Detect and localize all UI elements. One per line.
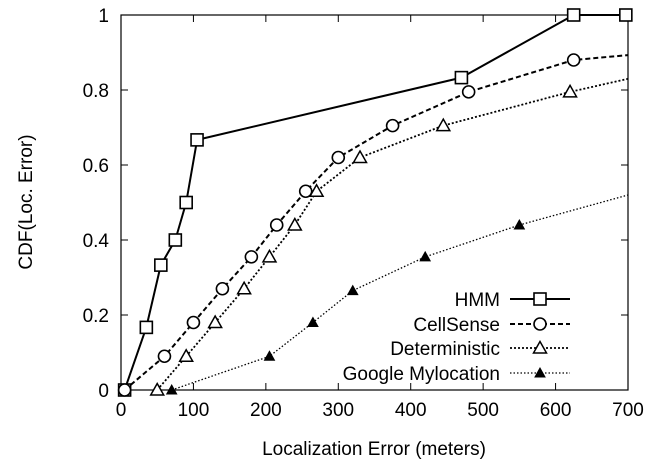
data-point-hmm xyxy=(619,8,633,22)
x-tick-label: 300 xyxy=(322,400,354,421)
data-point-hmm xyxy=(168,233,183,247)
data-point-hmm xyxy=(139,320,154,335)
data-point-google-mylocation xyxy=(165,383,178,395)
y-tick-label: 1 xyxy=(98,6,109,27)
data-point-cellsense xyxy=(385,118,400,133)
legend-samples xyxy=(510,292,570,378)
x-tick-label: 400 xyxy=(395,400,427,421)
legend-label-google-mylocation: Google Mylocation xyxy=(343,364,500,385)
y-tick-label: 0.4 xyxy=(83,231,110,252)
y-tick-label: 0.6 xyxy=(83,156,109,177)
x-tick-label: 700 xyxy=(612,400,644,421)
data-point-google-mylocation xyxy=(346,284,359,296)
y-axis-title: CDF(Loc. Error) xyxy=(16,134,37,269)
data-point-deterministic xyxy=(149,381,165,396)
data-point-cellsense xyxy=(298,184,313,199)
data-point-hmm xyxy=(566,8,581,22)
data-point-deterministic xyxy=(236,280,252,295)
axis-ticks xyxy=(120,14,629,391)
data-point-cellsense xyxy=(566,53,581,67)
data-point-cellsense xyxy=(215,281,230,296)
legend-label-hmm: HMM xyxy=(455,290,500,311)
data-point-google-mylocation xyxy=(263,350,276,361)
data-point-cellsense xyxy=(269,218,284,232)
x-tick-label: 100 xyxy=(178,400,210,421)
series-markers xyxy=(117,8,633,397)
legend-marker-cellsense xyxy=(533,317,547,331)
x-tick-label: 600 xyxy=(540,400,572,421)
legend-marker-hmm xyxy=(533,292,547,306)
data-point-cellsense xyxy=(117,383,132,397)
y-tick-label: 0 xyxy=(98,381,109,402)
data-point-deterministic xyxy=(435,117,452,132)
data-point-deterministic xyxy=(287,216,303,231)
x-tick-label: 0 xyxy=(116,400,127,421)
data-point-deterministic xyxy=(261,248,278,263)
y-tick-label: 0.8 xyxy=(83,81,109,102)
x-axis-title: Localization Error (meters) xyxy=(262,439,486,460)
legend-label-deterministic: Deterministic xyxy=(390,339,500,360)
series-line-cellsense xyxy=(123,54,629,391)
x-tick-label: 200 xyxy=(250,400,282,421)
plot-area-border xyxy=(120,14,629,391)
y-tick-label: 0.2 xyxy=(83,306,109,327)
data-point-cellsense xyxy=(244,250,259,264)
plot-frame xyxy=(120,14,629,391)
data-point-cellsense xyxy=(331,150,346,165)
legend-label-cellsense: CellSense xyxy=(413,315,500,336)
data-point-deterministic xyxy=(562,83,578,98)
series-lines xyxy=(123,14,629,391)
legend-marker-deterministic xyxy=(532,339,548,354)
data-point-hmm xyxy=(454,70,469,85)
data-point-deterministic xyxy=(178,348,194,362)
data-point-hmm xyxy=(190,133,204,147)
data-point-google-mylocation xyxy=(513,218,526,230)
data-point-cellsense xyxy=(461,85,476,99)
data-point-cellsense xyxy=(157,349,172,364)
tick-labels: 0 100 200 300 400 500 600 700 0 0.2 0.4 0.6 0.8 1 xyxy=(83,6,644,421)
data-point-deterministic xyxy=(352,149,368,164)
data-point-google-mylocation xyxy=(307,316,319,327)
data-point-cellsense xyxy=(186,315,201,330)
legend: HMM CellSense Deterministic Google Myloc… xyxy=(343,290,570,385)
legend-marker-google-mylocation xyxy=(534,366,546,378)
data-point-hmm xyxy=(179,195,193,210)
data-point-hmm xyxy=(154,258,168,272)
data-point-deterministic xyxy=(207,314,223,329)
data-point-deterministic xyxy=(308,183,325,197)
x-tick-label: 500 xyxy=(467,400,499,421)
data-point-google-mylocation xyxy=(419,250,432,262)
series-line-hmm xyxy=(123,14,626,391)
